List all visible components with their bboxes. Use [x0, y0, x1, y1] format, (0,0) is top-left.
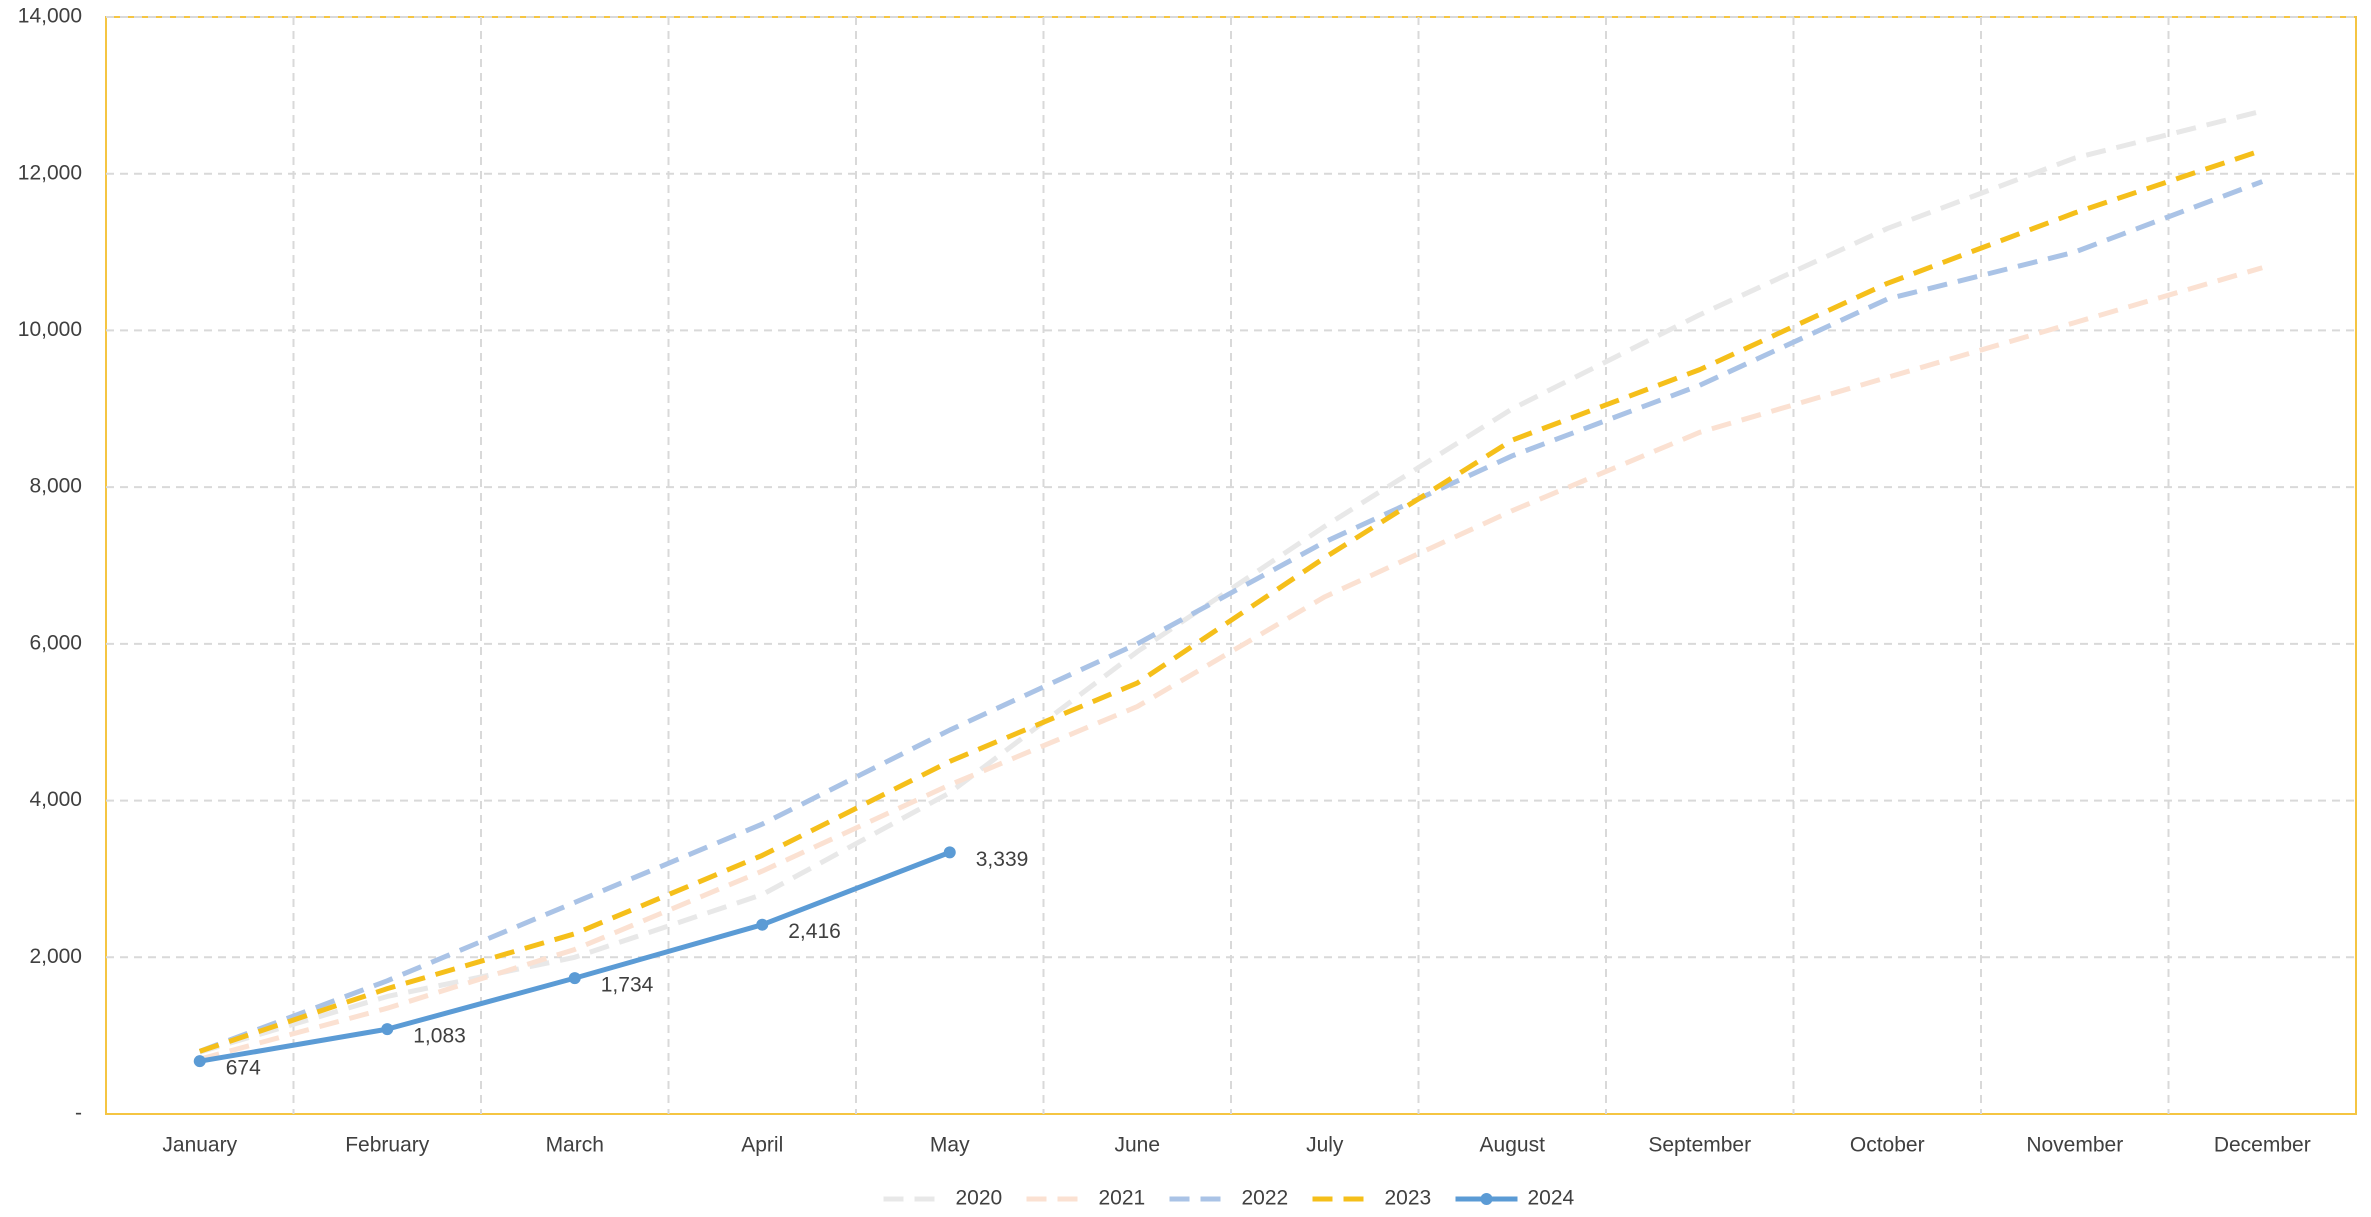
point: [943, 846, 956, 859]
x-tick-label: June: [1114, 1134, 1160, 1157]
series-line: [199, 265, 2263, 1062]
y-tick-label: 12,000: [18, 161, 82, 184]
point: [756, 918, 769, 931]
data-label: 1,083: [413, 1025, 466, 1048]
data-label: 2,416: [788, 920, 841, 943]
legend-label: 2023: [1385, 1187, 1432, 1210]
legend-label: 2022: [1242, 1187, 1289, 1210]
y-tick-label: 6,000: [29, 631, 82, 654]
legend-label: 2024: [1528, 1187, 1575, 1210]
point: [193, 1055, 206, 1068]
x-tick-label: August: [1480, 1134, 1546, 1157]
x-tick-label: July: [1306, 1134, 1344, 1157]
point: [568, 972, 581, 985]
y-tick-label: 2,000: [29, 945, 82, 968]
data-label: 1,734: [601, 974, 654, 997]
y-tick-label: 14,000: [18, 5, 82, 28]
legend-label: 2021: [1099, 1187, 1146, 1210]
x-tick-label: October: [1850, 1134, 1925, 1157]
x-tick-label: September: [1648, 1134, 1751, 1157]
point: [381, 1023, 394, 1036]
series-line: [199, 108, 2263, 1055]
x-tick-label: April: [741, 1134, 783, 1157]
data-label: 674: [226, 1057, 261, 1080]
x-tick-label: May: [930, 1134, 970, 1157]
y-tick-label: 4,000: [29, 788, 82, 811]
x-tick-label: March: [546, 1134, 604, 1157]
x-tick-label: January: [162, 1134, 237, 1157]
series-line: [198, 179, 2264, 1054]
y-tick-label: 8,000: [29, 475, 82, 498]
y-tick-label: 10,000: [18, 318, 82, 341]
series-line: [198, 147, 2264, 1054]
x-tick-label: November: [2026, 1134, 2123, 1157]
legend-marker: [1480, 1193, 1493, 1205]
data-label: 3,339: [976, 848, 1029, 871]
x-tick-label: December: [2214, 1134, 2311, 1157]
x-tick-label: February: [345, 1134, 430, 1157]
legend-label: 2020: [956, 1187, 1003, 1210]
y-tick-label: -: [75, 1102, 82, 1125]
